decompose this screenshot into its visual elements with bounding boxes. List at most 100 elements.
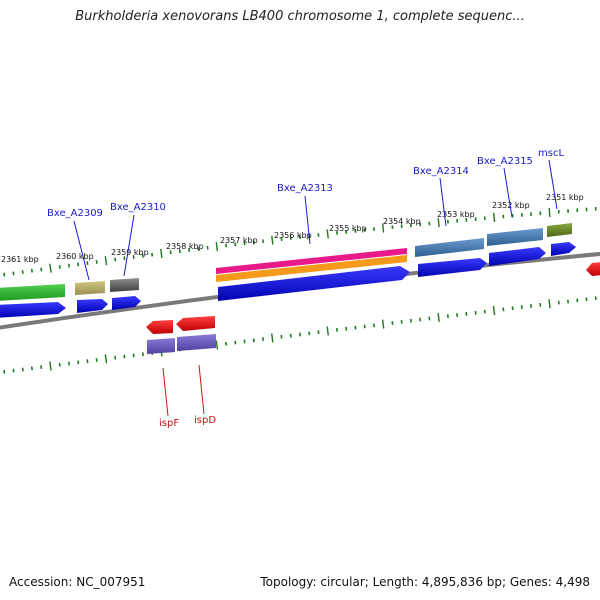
inner-minor-tick (67, 361, 70, 366)
inner-major-tick (492, 306, 496, 316)
leader-line-mscl (548, 159, 558, 210)
leader-line-bxe-a2310 (123, 214, 135, 277)
gene-feature-bxe-a2314[interactable] (415, 238, 484, 257)
cds-feature-ispd[interactable] (177, 334, 216, 351)
outer-major-tick (271, 235, 274, 245)
inner-minor-tick (21, 367, 24, 372)
gene-label-bxe-a2310[interactable]: Bxe_A2310 (110, 202, 166, 213)
tick-label: 2355 kbp (329, 224, 367, 233)
cds-arrow-bxe-a2310[interactable] (112, 296, 141, 310)
inner-minor-tick (262, 337, 265, 342)
cds-arrow[interactable] (0, 302, 66, 318)
leader-line-bxe-a2313 (304, 195, 311, 245)
tick-label: 2351 kbp (546, 193, 584, 202)
inner-minor-tick (372, 323, 375, 328)
gene-feature-mscl[interactable] (547, 223, 572, 237)
inner-minor-tick (289, 333, 292, 338)
inner-minor-tick (530, 304, 533, 308)
inner-major-tick (326, 326, 329, 336)
tick-label: 2356 kbp (274, 231, 312, 240)
outer-major-tick (104, 256, 108, 266)
tick-label: 2359 kbp (111, 248, 149, 257)
cds-arrow-bxe-a2314[interactable] (418, 258, 487, 277)
leader-line-bxe-a2315 (503, 167, 513, 218)
outer-minor-tick (114, 257, 117, 262)
outer-minor-tick (132, 255, 135, 259)
gene-feature-bxe-a2315[interactable] (487, 228, 543, 246)
tick-label: 2361 kbp (1, 255, 39, 264)
inner-minor-tick (419, 317, 422, 322)
outer-minor-tick (86, 261, 89, 266)
outer-minor-tick (178, 249, 181, 254)
gene-label-mscl[interactable]: mscL (538, 148, 564, 159)
leader-line-bxe-a2309 (73, 220, 90, 281)
gene-feature-bxe-a2310[interactable] (110, 278, 139, 292)
inner-minor-tick (502, 307, 505, 312)
outer-minor-tick (77, 262, 80, 267)
cds-arrow-bxe-a2315[interactable] (489, 247, 546, 266)
outer-major-tick (49, 263, 52, 273)
tick-label: 2358 kbp (166, 242, 204, 251)
outer-major-tick (215, 242, 219, 252)
inner-minor-tick (225, 341, 228, 346)
gene-feature-bxe-a2313-magenta[interactable] (216, 248, 407, 274)
topology-text: Topology: circular; Length: 4,895,836 bp… (260, 575, 590, 589)
inner-major-tick (104, 354, 108, 364)
inner-major-tick (437, 312, 440, 322)
cds-arrow-mscl[interactable] (551, 242, 576, 256)
outer-major-tick (160, 248, 163, 259)
gene-feature-green[interactable] (0, 284, 65, 301)
inner-major-tick (381, 319, 385, 329)
outer-minor-tick (95, 259, 98, 264)
outer-tick-track (3, 206, 597, 277)
tick-label: 2354 kbp (383, 217, 421, 226)
gene-label-bxe-a2315[interactable]: Bxe_A2315 (477, 156, 533, 167)
inner-minor-tick (308, 331, 311, 336)
inner-minor-tick (243, 339, 246, 344)
tick-label: 2353 kbp (437, 210, 475, 219)
tick-label: 2357 kbp (220, 236, 258, 245)
tick-label-group: 2361 kbp 2360 kbp 2359 kbp 2358 kbp 2357 kbp… (1, 193, 584, 264)
gene-feature-ispf[interactable] (146, 320, 173, 334)
inner-minor-tick (465, 311, 468, 316)
outer-minor-tick (225, 243, 228, 248)
outer-minor-tick (67, 263, 70, 268)
accession-text: Accession: NC_007951 (9, 575, 146, 589)
leader-line-bxe-a2314 (439, 177, 447, 227)
inner-minor-tick (95, 358, 98, 362)
inner-minor-tick (335, 327, 338, 332)
gene-label-bxe-a2309[interactable]: Bxe_A2309 (47, 208, 103, 219)
inner-minor-tick (594, 296, 597, 301)
inner-major-tick (548, 299, 551, 309)
gene-label-ispd[interactable]: ispD (194, 415, 216, 426)
cds-feature-ispf[interactable] (147, 338, 175, 354)
gene-feature-reverse-edge[interactable] (586, 262, 600, 276)
outer-major-tick (493, 212, 496, 222)
outer-minor-tick (197, 246, 200, 251)
leader-line-ispf (162, 367, 169, 417)
outer-minor-tick (3, 272, 6, 277)
cds-arrow-bxe-a2313[interactable] (218, 266, 410, 301)
inner-minor-tick (114, 355, 117, 360)
outer-minor-tick (141, 253, 144, 258)
inner-minor-tick (86, 359, 89, 364)
inner-minor-tick (3, 369, 6, 374)
map-title: Burkholderia xenovorans LB400 chromosome… (75, 9, 525, 24)
leader-line-ispd (198, 364, 205, 415)
gene-feature-ispd[interactable] (176, 316, 215, 331)
gene-feature-bxe-a2313-orange[interactable] (216, 255, 407, 282)
inner-major-tick (49, 361, 52, 371)
gene-label-bxe-a2313[interactable]: Bxe_A2313 (277, 183, 333, 194)
inner-minor-tick (30, 366, 33, 371)
gene-label-bxe-a2314[interactable]: Bxe_A2314 (413, 166, 469, 177)
outer-minor-tick (21, 270, 24, 274)
gene-label-ispf[interactable]: ispF (159, 418, 179, 429)
outer-major-tick (326, 229, 329, 239)
outer-major-tick (382, 223, 385, 233)
inner-tick-track (3, 296, 597, 374)
outer-minor-tick (243, 241, 246, 246)
outer-minor-tick (30, 268, 33, 273)
cds-arrow-bxe-a2309[interactable] (77, 299, 108, 313)
gene-feature-bxe-a2309[interactable] (75, 281, 105, 295)
